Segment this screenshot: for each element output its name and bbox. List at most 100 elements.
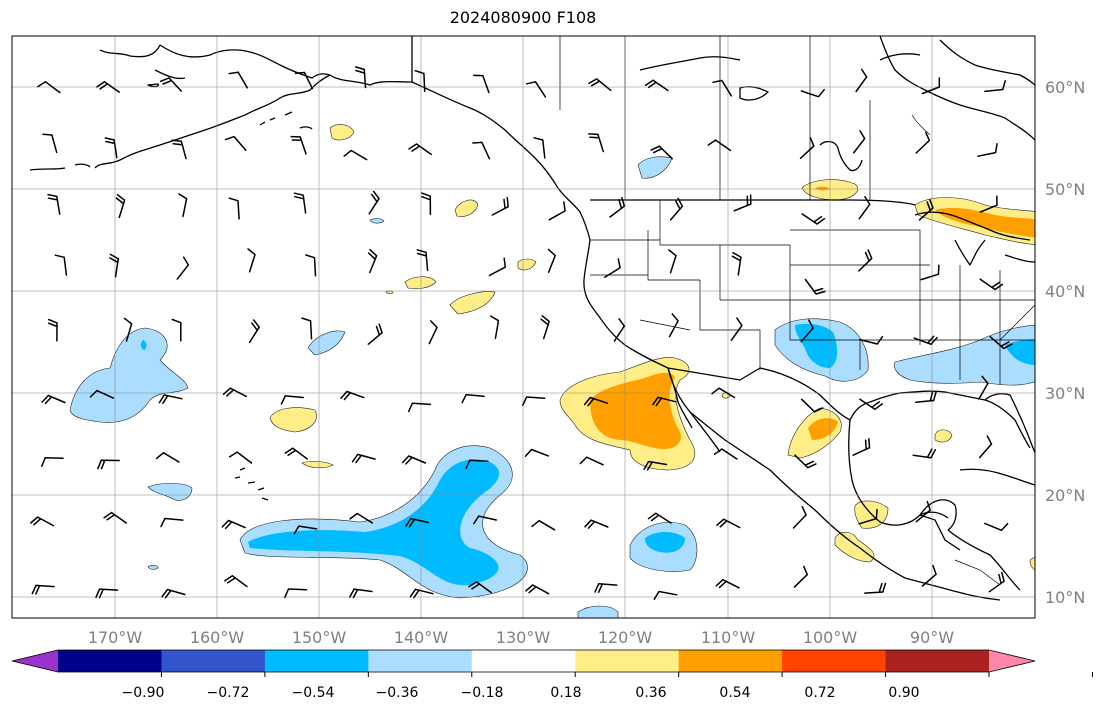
- colorbar-segment: [885, 650, 990, 672]
- wind-barb: [473, 74, 490, 94]
- wind-barb: [715, 578, 740, 589]
- wind-barb: [794, 454, 817, 469]
- wind-barb: [594, 583, 618, 594]
- wind-barb: [54, 254, 68, 276]
- contour-neg-tropical-e-core: [645, 532, 685, 553]
- lon-axis-labels: 170°W 160°W 150°W 140°W 130°W 120°W 110°…: [88, 628, 954, 647]
- coastline-panhandle: [411, 81, 559, 189]
- colorbar-extend-max: [989, 650, 1035, 672]
- wind-barb: [913, 335, 938, 346]
- wind-barb: [228, 451, 253, 464]
- wind-barb: [367, 248, 378, 274]
- contour-pos-small-4: [449, 291, 496, 315]
- lat-label: 20°N: [1045, 486, 1085, 505]
- coastline-alaska: [94, 36, 413, 169]
- contour-pos-small-3: [404, 276, 437, 290]
- lon-label: 100°W: [803, 628, 858, 647]
- lon-label: 90°W: [910, 628, 954, 647]
- wind-barb: [921, 564, 937, 587]
- wind-barb: [95, 588, 119, 599]
- wind-barb: [800, 88, 825, 98]
- wind-barb: [354, 66, 367, 89]
- wind-barb: [284, 588, 308, 599]
- wind-barb: [407, 402, 432, 413]
- wind-barb: [461, 393, 485, 404]
- wind-barb: [707, 139, 732, 152]
- coastline-cuba: [959, 468, 1035, 486]
- coastline-aleutians: [29, 111, 313, 171]
- wind-barb: [97, 459, 120, 470]
- wind-barb: [401, 455, 427, 465]
- wind-barb: [712, 79, 733, 97]
- wind-barb: [294, 71, 314, 90]
- wind-barb: [37, 81, 61, 94]
- contour-pos-small-6: [269, 407, 317, 433]
- lat-axis-labels: 60°N 50°N 40°N 30°N 20°N 10°N: [1045, 78, 1085, 607]
- map-frame: [11, 35, 1036, 619]
- wind-barb: [405, 517, 430, 528]
- map-background: [12, 36, 1035, 618]
- wind-barb: [713, 448, 738, 460]
- wind-barb: [228, 197, 240, 220]
- wind-barb: [47, 193, 61, 215]
- contour-neg-small-3: [369, 218, 385, 224]
- wind-barb: [984, 80, 1006, 93]
- contour-neg-southeast-core: [1005, 339, 1035, 366]
- colorbar-tick-label: −0.54: [292, 685, 335, 701]
- wind-barb: [858, 196, 871, 220]
- wind-barb: [123, 317, 133, 342]
- wind-barb: [421, 192, 432, 215]
- colorbar-tick-labels: −0.90 −0.72 −0.54 −0.36 −0.18 0.18 0.36 …: [122, 685, 920, 701]
- wind-barb: [711, 387, 736, 399]
- colorbar-segment: [782, 650, 887, 672]
- wind-barb: [650, 145, 673, 160]
- wind-barb: [733, 194, 752, 212]
- wind-barb: [525, 584, 550, 595]
- wind-barb: [988, 571, 1005, 593]
- wind-barb: [465, 459, 489, 470]
- contour-pos-small-1: [329, 124, 355, 141]
- wind-barb: [41, 457, 64, 467]
- wind-barb: [472, 141, 491, 160]
- wind-barb: [613, 318, 626, 342]
- wind-barb: [42, 133, 58, 154]
- wind-barb: [915, 391, 937, 404]
- contour-neg-small-4: [147, 564, 159, 570]
- wind-barb: [653, 590, 678, 600]
- wind-barb: [588, 78, 612, 92]
- wind-barb: [730, 317, 743, 341]
- wind-barb: [301, 317, 313, 340]
- lat-label: 50°N: [1045, 180, 1085, 199]
- wind-barb: [47, 318, 58, 342]
- wind-barb: [368, 190, 380, 215]
- political-borders: [559, 36, 1035, 586]
- wind-barb: [305, 254, 317, 277]
- wind-barb: [428, 320, 438, 345]
- colorbar-segment: [678, 650, 783, 672]
- colorbar-tick-label: −0.36: [376, 685, 419, 701]
- wind-barb: [176, 256, 190, 280]
- wind-barb: [859, 398, 884, 410]
- colorbar-tick-label: −0.90: [122, 685, 165, 701]
- colorbar-tick-label: 0.54: [719, 685, 750, 701]
- lat-label: 40°N: [1045, 282, 1085, 301]
- wind-barb: [989, 335, 1013, 350]
- coastline-alaska-west: [159, 44, 331, 79]
- wind-barb: [115, 193, 126, 219]
- wind-barb: [804, 278, 826, 295]
- colorbar-tick-label: 0.72: [804, 685, 835, 701]
- wind-barb: [89, 389, 115, 399]
- wind-barb: [579, 456, 604, 466]
- coastline-hawaii: [234, 467, 269, 501]
- wind-barb: [340, 390, 365, 401]
- wind-barb: [583, 396, 609, 407]
- colorbar-extend-min: [12, 650, 58, 672]
- wind-barb: [525, 81, 547, 98]
- lon-label: 150°W: [292, 628, 347, 647]
- wind-barb: [349, 588, 373, 599]
- coastline-mexico-west: [689, 411, 906, 579]
- wind-barb: [171, 139, 187, 160]
- wind-barb: [652, 396, 677, 407]
- wind-barb: [349, 512, 374, 524]
- coastline-mexico-gulf: [848, 419, 949, 526]
